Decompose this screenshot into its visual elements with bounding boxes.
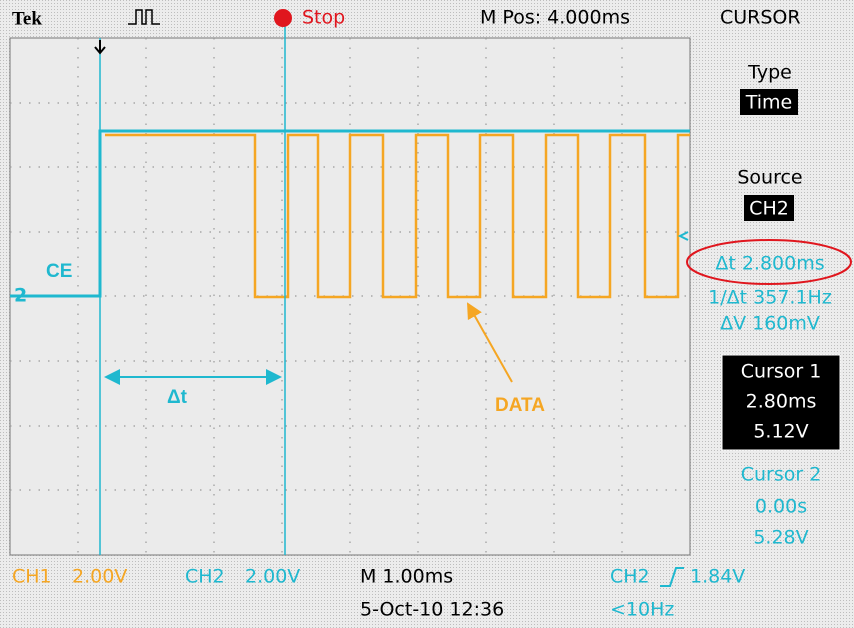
- source-value: CH2: [749, 198, 789, 220]
- type-value: Time: [745, 92, 793, 114]
- datetime: 5-Oct-10 12:36: [360, 599, 504, 621]
- cursor1-volts: 5.12V: [753, 421, 808, 443]
- delta-t: Δt 2.800ms: [715, 253, 824, 275]
- cursor2-time: 0.00s: [755, 496, 807, 518]
- type-label: Type: [747, 62, 792, 84]
- grid: [10, 38, 690, 555]
- delta-v: ΔV 160mV: [720, 313, 820, 335]
- delta-label: Δt: [167, 387, 188, 408]
- cursor1-time: 2.80ms: [746, 391, 817, 413]
- brand: Tek: [12, 8, 42, 29]
- trigger-edge: [660, 567, 684, 587]
- run-state: Stop: [302, 7, 345, 29]
- menu-title: CURSOR: [720, 7, 801, 29]
- position: M Pos: 4.000ms: [480, 7, 630, 29]
- data-label: DATA: [495, 395, 545, 416]
- ch1-trace: [105, 133, 690, 299]
- cursor1-box: [721, 354, 841, 451]
- ce-label: CE: [46, 261, 72, 282]
- ch1-scale: 2.00V: [72, 566, 127, 588]
- acquire-icon: [128, 9, 160, 25]
- trigger-position: [94, 40, 106, 55]
- trigger-level: [677, 231, 689, 241]
- cursor2-volts: 5.28V: [753, 527, 808, 549]
- frequency: <10Hz: [610, 599, 674, 621]
- cursor1-title: Cursor 1: [741, 361, 822, 383]
- stop-icon: [274, 9, 292, 27]
- source-box: [744, 195, 794, 221]
- trigger-source: CH2: [610, 566, 650, 588]
- data-arrow: [467, 302, 513, 383]
- ch1-label: CH1: [12, 566, 52, 588]
- source-label: Source: [737, 167, 802, 189]
- highlight: [686, 239, 852, 285]
- ch2-scale: 2.00V: [245, 566, 300, 588]
- inverse-delta-t: 1/Δt 357.1Hz: [708, 287, 832, 309]
- type-box: [740, 89, 798, 115]
- cursor2-title: Cursor 2: [741, 464, 822, 486]
- trigger-level: 1.84V: [690, 566, 745, 588]
- ch2-label: CH2: [185, 566, 225, 588]
- ch2-marker: 2: [14, 285, 27, 307]
- timebase: M 1.00ms: [360, 566, 453, 588]
